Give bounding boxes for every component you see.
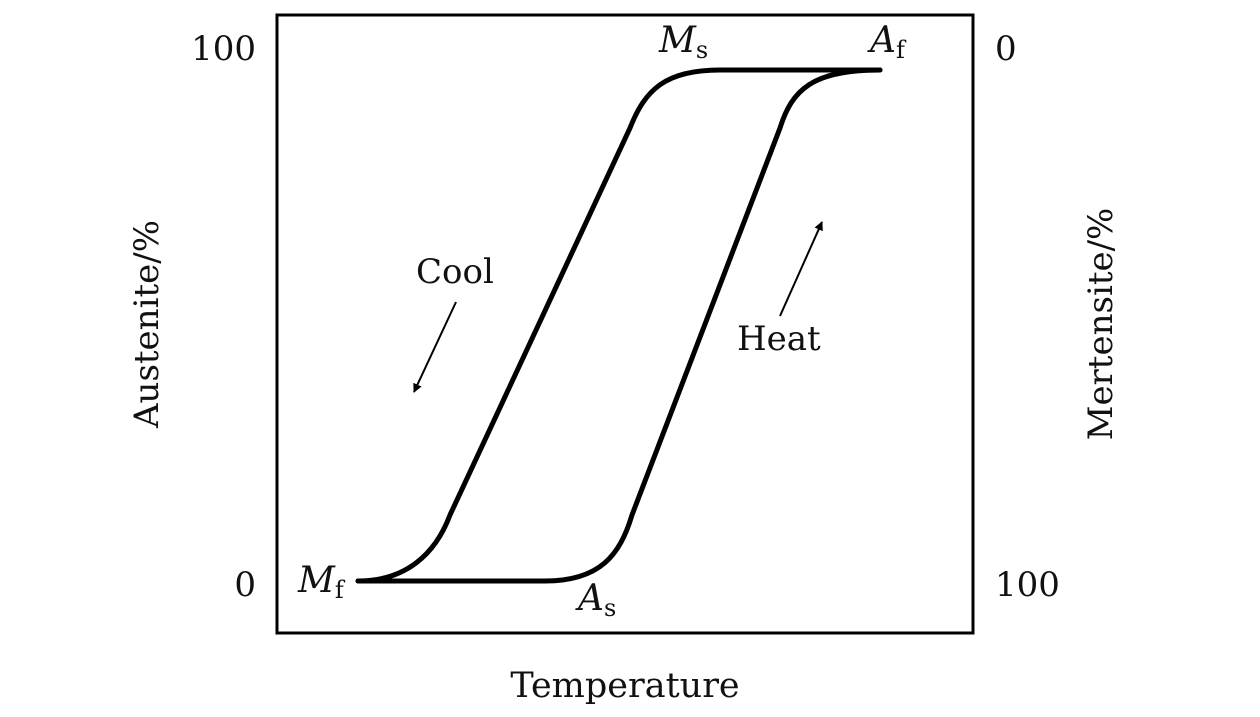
label-ms-sub: s <box>696 36 708 64</box>
cool-label: Cool <box>416 252 494 292</box>
label-af-sub: f <box>896 36 907 64</box>
label-mf-sub: f <box>335 576 346 604</box>
cooling-curve <box>355 67 883 584</box>
right-tick-bottom: 100 <box>995 565 1060 605</box>
right-tick-top: 0 <box>995 29 1017 69</box>
left-tick-bottom: 0 <box>234 565 256 605</box>
label-as-base: A <box>575 578 604 619</box>
plot-frame <box>275 13 975 635</box>
label-af-base: A <box>867 20 896 61</box>
label-as-sub: s <box>604 594 616 622</box>
heat-arrow <box>779 221 823 317</box>
left-tick-top: 100 <box>191 29 256 69</box>
y-left-axis-label: Austenite/% <box>127 220 167 429</box>
heat-label: Heat <box>737 319 821 359</box>
label-af: Af <box>867 20 907 64</box>
label-as: As <box>575 578 616 622</box>
x-axis-label: Temperature <box>510 666 739 706</box>
label-ms-base: M <box>658 20 697 61</box>
label-ms: Ms <box>658 20 708 64</box>
y-right-axis-label: Mertensite/% <box>1081 208 1121 441</box>
cool-arrow <box>413 301 457 393</box>
label-mf-base: M <box>297 560 336 601</box>
heating-curve <box>355 67 883 584</box>
label-mf: Mf <box>297 560 346 604</box>
